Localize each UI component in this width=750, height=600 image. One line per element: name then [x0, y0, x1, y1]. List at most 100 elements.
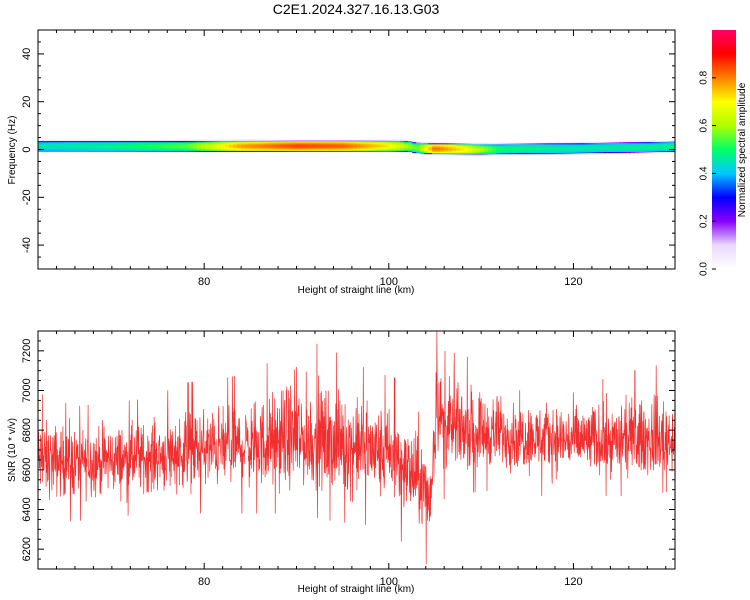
heatmap-cell [57, 151, 63, 154]
heatmap-cell [233, 143, 238, 146]
heatmap-cell [384, 143, 389, 146]
heatmap-cell [272, 143, 278, 146]
heatmap-cell [193, 148, 198, 150]
heatmap-cell [109, 143, 115, 146]
heatmap-cell [344, 148, 349, 150]
heatmap-cell [587, 153, 592, 156]
heatmap-cell [539, 148, 545, 150]
heatmap-cell [408, 142, 413, 145]
heatmap-cell [276, 151, 282, 154]
heatmap-cell [280, 139, 286, 142]
heatmap-cell [264, 151, 270, 154]
heatmap-cell [292, 146, 298, 148]
heatmap-cell [73, 150, 79, 152]
heatmap-cell [197, 142, 202, 145]
heatmap-cell [452, 146, 457, 148]
heatmap-cell [221, 150, 226, 152]
heatmap-cell [97, 145, 103, 147]
heatmap-cell [452, 154, 457, 157]
heatmap-cell [133, 146, 138, 148]
heatmap-cell [57, 139, 63, 142]
colorbar-tick-label: 0.0 [699, 262, 710, 276]
heatmap-cell [519, 151, 525, 154]
heatmap-cell [591, 149, 596, 151]
heatmap-cell [209, 143, 214, 146]
heatmap-cell [444, 153, 449, 156]
heatmap-cell [388, 145, 393, 147]
heatmap-cell [408, 139, 413, 142]
heatmap-cell [643, 140, 648, 143]
heatmap-cell [639, 148, 644, 150]
heatmap-cell [539, 145, 545, 147]
heatmap-cell [344, 139, 349, 142]
heatmap-cell [221, 145, 226, 147]
heatmap-cell [424, 143, 429, 146]
heatmap-cell [121, 139, 126, 142]
heatmap-cell [487, 150, 493, 152]
heatmap-cell [57, 141, 63, 144]
heatmap-cell [193, 147, 198, 149]
heatmap-cell [655, 143, 660, 146]
heatmap-cell [424, 153, 429, 156]
heatmap-cell [531, 141, 537, 144]
heatmap-cell [241, 148, 246, 150]
heatmap-cell [587, 150, 592, 152]
heatmap-cell [523, 146, 529, 148]
heatmap-cell [436, 146, 441, 148]
heatmap-cell [252, 141, 258, 144]
heatmap-cell [225, 142, 230, 145]
heatmap-cell [252, 150, 258, 152]
heatmap-cell [320, 147, 326, 149]
heatmap-cell [563, 152, 568, 155]
heatmap-cell [551, 143, 556, 146]
heatmap-cell [93, 149, 99, 151]
heatmap-cell [499, 142, 505, 145]
heatmap-cell [241, 140, 246, 143]
heatmap-cell [603, 142, 608, 145]
heatmap-cell [567, 148, 572, 150]
heatmap-cell [229, 141, 234, 144]
heatmap-cell [651, 140, 656, 143]
heatmap-cell [396, 142, 401, 145]
heatmap-cell [364, 143, 369, 146]
heatmap-cell [312, 140, 318, 143]
heatmap-cell [217, 151, 222, 154]
heatmap-cell [149, 149, 154, 151]
heatmap-cell [456, 154, 461, 157]
heatmap-cell [551, 145, 556, 147]
heatmap-cell [249, 148, 254, 150]
heatmap-cell [336, 147, 341, 149]
heatmap-cell [575, 150, 580, 152]
heatmap-cell [205, 142, 210, 145]
heatmap-cell [89, 148, 95, 150]
heatmap-cell [651, 145, 656, 147]
heatmap-cell [396, 139, 401, 142]
heatmap-cell [121, 147, 126, 149]
heatmap-cell [77, 142, 83, 145]
heatmap-cell [109, 146, 115, 148]
heatmap-cell [408, 148, 413, 150]
heatmap-cell [595, 152, 600, 155]
heatmap-cell [308, 151, 314, 154]
heatmap-cell [280, 145, 286, 147]
heatmap-cell [61, 146, 67, 148]
heatmap-cell [245, 143, 250, 146]
heatmap-cell [456, 143, 461, 146]
heatmap-cell [308, 140, 314, 143]
heatmap-cell [320, 142, 326, 145]
heatmap-cell [133, 148, 138, 150]
heatmap-cell [463, 154, 469, 157]
heatmap-cell [499, 145, 505, 147]
heatmap-cell [153, 139, 158, 142]
heatmap-cell [189, 149, 194, 151]
heatmap-cell [456, 152, 461, 155]
heatmap-cell [463, 148, 469, 150]
heatmap-cell [133, 149, 138, 151]
heatmap-cell [252, 145, 258, 147]
heatmap-cell [396, 140, 401, 143]
heatmap-cell [249, 150, 254, 152]
heatmap-cell [623, 148, 628, 150]
heatmap-cell [420, 142, 425, 145]
y-tick-label: 6800 [21, 418, 33, 442]
heatmap-cell [471, 147, 477, 149]
